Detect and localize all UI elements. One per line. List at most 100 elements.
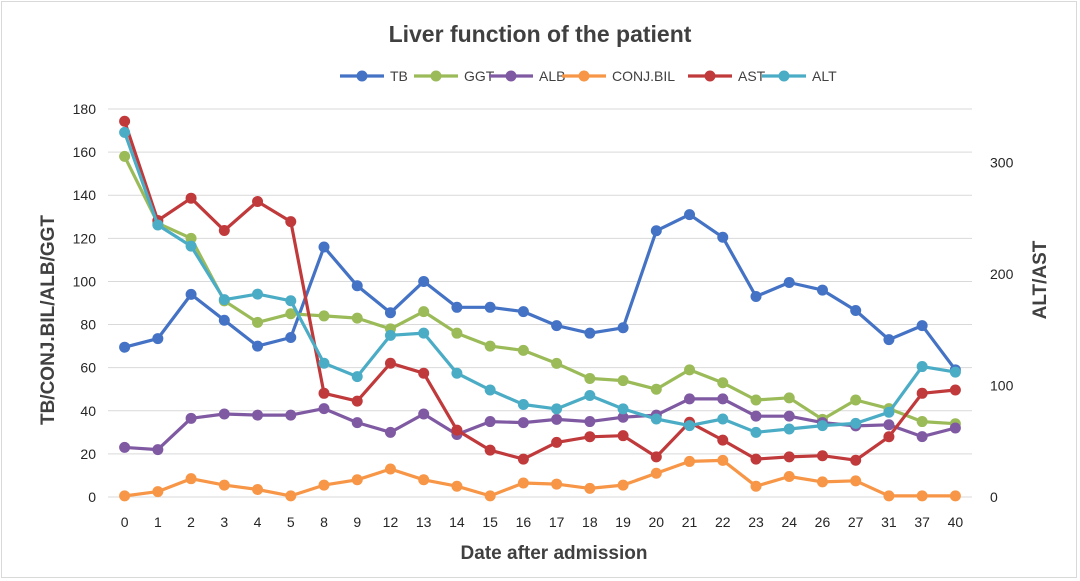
data-point (816, 476, 828, 488)
data-point (750, 453, 762, 465)
data-point (750, 394, 762, 406)
data-point (119, 490, 131, 502)
legend-swatch-marker (505, 70, 517, 82)
data-point (650, 451, 662, 463)
legend-label: GGT (464, 68, 495, 84)
data-point (285, 331, 297, 343)
data-point (916, 361, 928, 373)
legend-swatch-marker (578, 70, 590, 82)
x-tick-label: 20 (649, 514, 665, 530)
data-point (451, 480, 463, 492)
legend-item-tb: TB (340, 68, 408, 84)
x-tick-label: 27 (848, 514, 864, 530)
left-axis-ticks: 0 20 40 60 80 100 120 140 160 180 (73, 101, 97, 505)
data-point (850, 417, 862, 429)
data-point (484, 444, 496, 456)
series-alt (119, 126, 961, 438)
data-point (318, 387, 330, 399)
data-point (551, 320, 563, 332)
data-point (617, 375, 629, 387)
data-point (883, 431, 895, 443)
x-axis-ticks: 0 1 2 3 4 5 8 9 12 13 14 15 16 17 18 19 20 21 22 23 24 26 27 31… (121, 514, 964, 530)
legend-label: ALB (539, 68, 565, 84)
data-point (119, 441, 131, 453)
data-point (484, 301, 496, 313)
legend-swatch-marker (704, 70, 716, 82)
data-point (318, 479, 330, 491)
data-point (285, 295, 297, 307)
left-tick-label: 180 (73, 101, 97, 117)
data-point (252, 340, 264, 352)
data-point (617, 322, 629, 334)
gridlines (108, 108, 972, 498)
data-point (484, 416, 496, 428)
data-point (152, 219, 164, 231)
data-point (584, 431, 596, 443)
data-point (584, 327, 596, 339)
data-point (717, 377, 729, 389)
right-tick-label: 100 (990, 378, 1014, 394)
data-point (318, 403, 330, 415)
series-line (124, 397, 956, 452)
data-point (285, 216, 297, 228)
data-point (252, 316, 264, 328)
x-tick-label: 15 (482, 514, 498, 530)
data-point (783, 423, 795, 435)
x-tick-label: 23 (748, 514, 764, 530)
data-point (617, 479, 629, 491)
data-point (152, 333, 164, 345)
left-tick-label: 100 (73, 273, 97, 289)
legend-item-ast: AST (688, 68, 766, 84)
data-point (850, 454, 862, 466)
left-tick-label: 140 (73, 187, 97, 203)
left-tick-label: 80 (80, 317, 96, 333)
data-point (351, 395, 363, 407)
left-tick-label: 20 (80, 446, 96, 462)
data-point (916, 387, 928, 399)
data-point (351, 417, 363, 429)
data-point (119, 150, 131, 162)
x-tick-label: 31 (881, 514, 897, 530)
data-point (285, 409, 297, 421)
data-point (285, 308, 297, 320)
data-point (418, 306, 430, 318)
data-point (384, 426, 396, 438)
data-point (551, 478, 563, 490)
data-point (783, 277, 795, 289)
data-point (816, 420, 828, 432)
data-point (617, 430, 629, 442)
data-point (717, 454, 729, 466)
data-point (318, 310, 330, 322)
data-point (451, 424, 463, 436)
data-point (384, 463, 396, 475)
data-point (351, 312, 363, 324)
data-point (783, 471, 795, 483)
x-tick-label: 37 (914, 514, 930, 530)
data-point (684, 455, 696, 467)
data-point (418, 474, 430, 486)
x-tick-label: 9 (353, 514, 361, 530)
legend-item-alb: ALB (489, 68, 565, 84)
data-point (119, 341, 131, 353)
data-point (883, 419, 895, 431)
data-point (783, 392, 795, 404)
legend: TB GGT ALB CONJ.BIL AST ALT (340, 68, 837, 84)
x-tick-label: 1 (154, 514, 162, 530)
x-tick-label: 24 (781, 514, 797, 530)
data-point (218, 225, 230, 237)
data-point (551, 357, 563, 369)
data-point (418, 367, 430, 379)
series-line (124, 458, 956, 498)
data-point (750, 480, 762, 492)
data-point (185, 288, 197, 300)
data-point (484, 340, 496, 352)
data-point (650, 467, 662, 479)
data-point (152, 486, 164, 498)
data-point (517, 477, 529, 489)
x-tick-label: 26 (815, 514, 831, 530)
data-point (717, 231, 729, 243)
data-point (850, 475, 862, 487)
data-point (517, 417, 529, 429)
data-point (717, 393, 729, 405)
